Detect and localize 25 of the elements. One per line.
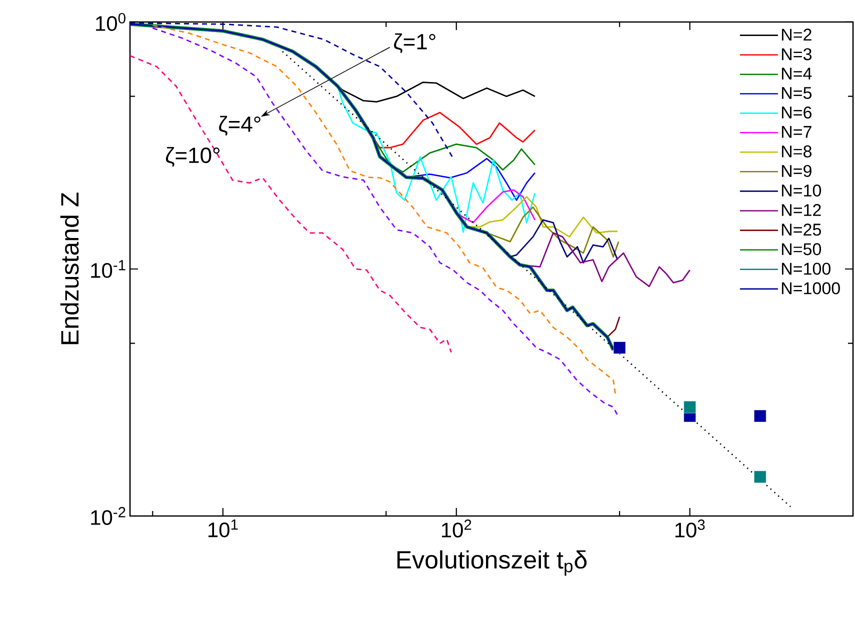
y-tick-label: 10$^{-2}$ [91,507,126,525]
y-axis-title: Endzustand Z [60,192,79,344]
legend-label: N=8 [782,145,812,158]
legend-label: N=7 [782,126,812,138]
legend-label: N=25 [782,224,821,236]
legend-label: N=9 [782,164,812,178]
legend-label: N=2 [782,28,812,41]
annotation: ζ=4° [219,116,260,136]
annotation: ζ=10° [166,146,220,167]
x-tick-label: 10$^{2}$ [442,520,472,538]
y-tick-label: 10$^{0}$ [96,13,126,31]
y-tick-label: 10$^{-1}$ [91,260,126,278]
x-tick-label: 10$^{3}$ [675,520,705,538]
legend-label: N=3 [782,48,812,60]
legend-label: N=12 [782,204,821,216]
legend-label: N=10 [782,184,822,197]
x-tick-label: 10$^{1}$ [208,520,238,538]
legend-label: N=5 [782,87,812,99]
x-axis-title: Evolutionszeit t$_{p}$δ [397,550,587,576]
legend-label: N=4 [782,68,812,80]
legend-label: N=50 [782,243,822,256]
legend-label: N=100 [782,262,830,275]
legend-label: N=1000 [782,282,840,294]
annotation: ζ=1° [394,33,436,54]
legend-label: N=6 [782,106,812,119]
